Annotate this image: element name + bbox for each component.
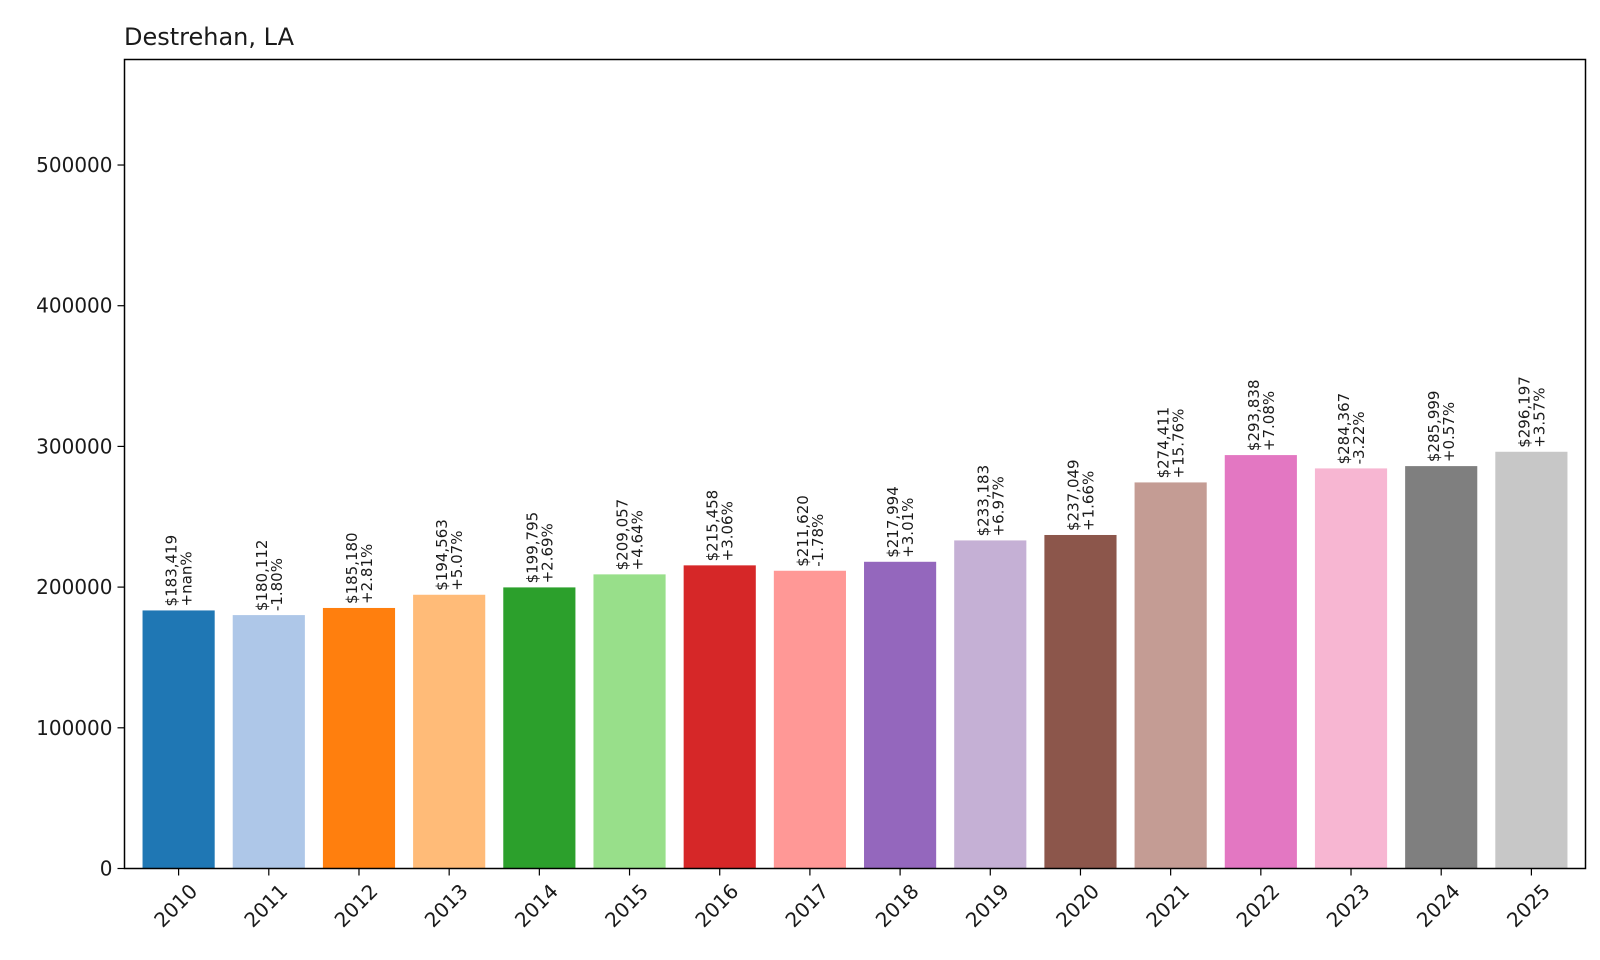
chart-title: Destrehan, LA — [124, 23, 295, 51]
bar-2022 — [1224, 455, 1297, 869]
bar-change-label: +3.06% — [719, 501, 737, 561]
bar-2014 — [503, 587, 576, 869]
bar-value-label: $274,411 — [1155, 407, 1173, 479]
bar-change-label: +3.01% — [899, 498, 917, 558]
bar-2016 — [683, 565, 756, 869]
bar-value-label: $296,197 — [1515, 376, 1533, 448]
x-tick-label: 2018 — [871, 879, 924, 932]
bar-value-label: $217,994 — [884, 486, 902, 558]
bar-value-label: $180,112 — [253, 540, 271, 612]
bar-change-label: +5.07% — [448, 531, 466, 591]
bars-layer — [142, 451, 1568, 869]
bar-value-label: $185,180 — [343, 532, 361, 604]
bar-change-label: +4.64% — [629, 510, 647, 570]
y-tick-label: 300000 — [36, 434, 112, 458]
bar-2012 — [322, 607, 396, 869]
y-axis: 0 100000 200000 300000 400000 500000 — [36, 153, 125, 881]
bar-change-label: +6.97% — [989, 476, 1007, 536]
bar-value-label: $194,563 — [433, 519, 451, 591]
x-tick-label: 2016 — [690, 879, 743, 932]
bar-value-label: $209,057 — [614, 499, 632, 571]
x-tick-label: 2025 — [1502, 879, 1555, 932]
y-tick-label: 500000 — [36, 153, 112, 177]
bar-value-label: $233,183 — [974, 465, 992, 537]
bar-2013 — [413, 594, 486, 869]
x-tick-label: 2014 — [510, 879, 563, 932]
bar-value-label: $183,419 — [163, 535, 181, 607]
bar-value-label: $211,620 — [794, 495, 812, 567]
bar-change-label: +2.81% — [358, 544, 376, 604]
bar-change-label: +7.08% — [1260, 391, 1278, 451]
bar-2015 — [593, 574, 666, 869]
bar-change-label: -1.80% — [268, 558, 286, 611]
bar-2011 — [232, 615, 305, 869]
x-tick-label: 2021 — [1141, 879, 1194, 932]
bar-2010 — [142, 610, 215, 869]
x-tick-label: 2024 — [1412, 879, 1465, 932]
y-tick-label: 0 — [100, 857, 113, 881]
bar-2021 — [1134, 482, 1207, 869]
bar-change-label: +nan% — [178, 551, 196, 606]
x-tick-label: 2022 — [1231, 879, 1284, 932]
bar-2019 — [954, 540, 1027, 869]
bar-2023 — [1314, 468, 1388, 869]
y-tick-label: 100000 — [36, 716, 112, 740]
plot-frame — [123, 58, 1587, 870]
y-tick-label: 400000 — [36, 294, 112, 318]
bar-change-label: +0.57% — [1440, 402, 1458, 462]
x-tick-label: 2020 — [1051, 879, 1104, 932]
y-tick-label: 200000 — [36, 575, 112, 599]
bar-2020 — [1044, 534, 1117, 869]
x-tick-label: 2019 — [961, 879, 1014, 932]
bar-value-label: $215,458 — [704, 490, 722, 562]
x-tick-label: 2017 — [780, 879, 833, 932]
bar-value-label: $285,999 — [1425, 391, 1443, 463]
bar-value-label: $284,367 — [1335, 393, 1353, 465]
bar-change-label: +3.57% — [1530, 388, 1548, 448]
bar-change-label: +2.69% — [538, 523, 556, 583]
x-tick-label: 2011 — [239, 879, 292, 932]
bar-change-label: -1.78% — [809, 514, 827, 567]
bar-2024 — [1405, 466, 1478, 869]
x-tick-label: 2013 — [420, 879, 473, 932]
bar-value-label: $237,049 — [1064, 459, 1082, 531]
bar-change-label: -3.22% — [1350, 411, 1368, 464]
bar-labels-layer: $183,419+nan% $180,112-1.80% $185,180+2.81… — [163, 376, 1549, 611]
bar-change-label: +1.66% — [1079, 471, 1097, 531]
bar-value-label: $293,838 — [1245, 380, 1263, 452]
x-tick-label: 2012 — [330, 879, 383, 932]
x-axis: 2010 2011 2012 2013 2014 2015 2016 2017 2018 2019… — [149, 868, 1555, 932]
bar-2025 — [1495, 451, 1568, 869]
x-tick-label: 2015 — [600, 879, 653, 932]
x-tick-label: 2010 — [149, 879, 202, 932]
bar-2017 — [773, 570, 846, 869]
bar-value-label: $199,795 — [523, 512, 541, 584]
x-tick-label: 2023 — [1322, 879, 1375, 932]
bar-2018 — [864, 561, 937, 869]
bar-change-label: +15.76% — [1170, 409, 1188, 479]
